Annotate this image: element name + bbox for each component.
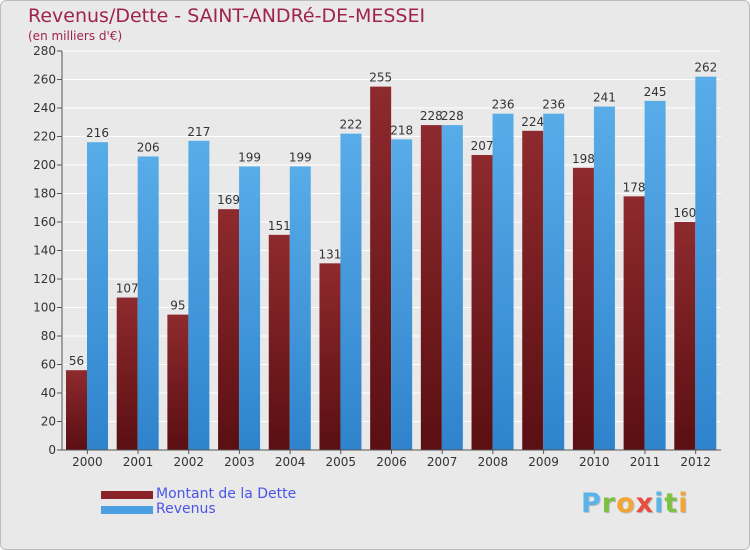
bar-dette — [218, 209, 240, 450]
bar-revenus — [289, 166, 311, 451]
data-label: 56 — [69, 354, 84, 368]
logo-letter: o — [616, 488, 636, 519]
logo-letter: r — [601, 488, 617, 519]
x-tick-label: 2004 — [275, 455, 306, 469]
data-label: 236 — [542, 98, 565, 112]
bar-revenus — [492, 113, 514, 450]
data-label: 255 — [369, 71, 392, 85]
data-label: 262 — [694, 61, 717, 75]
y-tick-label: 100 — [33, 301, 56, 315]
data-label: 169 — [217, 193, 240, 207]
y-tick-label: 60 — [41, 358, 56, 372]
bar-revenus — [695, 76, 717, 451]
data-label: 199 — [238, 150, 261, 164]
y-tick-label: 260 — [33, 73, 56, 87]
data-label: 222 — [340, 118, 363, 132]
y-tick-label: 280 — [33, 44, 56, 58]
logo-letter: t — [664, 488, 679, 519]
logo-letter: i — [678, 488, 689, 519]
data-label: 199 — [289, 150, 312, 164]
x-tick-label: 2000 — [72, 455, 103, 469]
bar-dette — [674, 222, 696, 450]
data-label: 151 — [268, 219, 291, 233]
y-tick-label: 40 — [41, 386, 56, 400]
bar-revenus — [239, 166, 261, 451]
bar-dette — [471, 155, 493, 450]
y-tick-label: 140 — [33, 244, 56, 258]
y-tick-label: 120 — [33, 272, 56, 286]
legend-label-revenus: Revenus — [156, 501, 216, 517]
x-tick-label: 2010 — [579, 455, 610, 469]
bar-revenus — [543, 113, 565, 450]
bar-revenus — [593, 106, 615, 450]
x-tick-label: 2012 — [680, 455, 711, 469]
bar-dette — [522, 130, 544, 451]
logo-letter: P — [581, 488, 602, 519]
y-tick-label: 220 — [33, 130, 56, 144]
bar-dette — [370, 86, 392, 450]
data-label: 198 — [572, 152, 595, 166]
y-tick-label: 200 — [33, 158, 56, 172]
bar-dette — [623, 196, 645, 450]
y-tick-label: 20 — [41, 415, 56, 429]
x-tick-label: 2005 — [326, 455, 357, 469]
data-label: 218 — [390, 123, 413, 137]
bar-revenus — [188, 140, 210, 450]
logo-letter: x — [635, 488, 655, 519]
data-label: 107 — [116, 282, 139, 296]
y-tick-label: 240 — [33, 101, 56, 115]
data-label: 178 — [623, 180, 646, 194]
data-label: 224 — [521, 115, 544, 129]
data-label: 216 — [86, 126, 109, 140]
data-label: 207 — [471, 139, 494, 153]
chart-subtitle: (en milliers d'€) — [28, 29, 123, 43]
data-label: 160 — [673, 206, 696, 220]
bar-revenus — [391, 139, 413, 450]
x-tick-label: 2007 — [427, 455, 458, 469]
x-tick-label: 2001 — [123, 455, 154, 469]
chart-title: Revenus/Dette - SAINT-ANDRé-DE-MESSEI — [28, 5, 426, 27]
data-label: 228 — [420, 109, 443, 123]
data-label: 236 — [492, 98, 515, 112]
legend-swatch-dette — [101, 491, 153, 499]
bar-dette — [268, 234, 290, 450]
bar-dette — [319, 263, 341, 450]
bar-revenus — [137, 156, 159, 450]
x-tick-label: 2009 — [528, 455, 559, 469]
y-tick-label: 0 — [48, 443, 56, 457]
x-tick-label: 2002 — [173, 455, 204, 469]
bar-dette — [116, 297, 138, 450]
data-label: 241 — [593, 91, 616, 105]
legend-swatch-revenus — [101, 506, 153, 514]
data-label: 245 — [644, 85, 667, 99]
y-tick-label: 180 — [33, 187, 56, 201]
bar-revenus — [644, 100, 666, 450]
y-tick-label: 160 — [33, 215, 56, 229]
x-tick-label: 2006 — [376, 455, 407, 469]
data-label: 228 — [441, 109, 464, 123]
data-label: 131 — [319, 247, 342, 261]
x-tick-label: 2008 — [478, 455, 509, 469]
x-tick-label: 2003 — [224, 455, 255, 469]
data-label: 206 — [137, 140, 160, 154]
data-label: 95 — [170, 299, 185, 313]
legend-label-dette: Montant de la Dette — [156, 486, 297, 502]
proxiti-logo: Proxiti — [581, 488, 689, 519]
data-label: 217 — [187, 125, 210, 139]
logo-letter: i — [654, 488, 665, 519]
bar-revenus — [87, 142, 108, 450]
bar-dette — [167, 314, 189, 450]
bar-dette — [420, 125, 442, 450]
x-tick-label: 2011 — [630, 455, 661, 469]
bar-revenus — [441, 125, 463, 450]
bar-dette — [572, 167, 594, 450]
bar-revenus — [340, 133, 362, 450]
bar-dette — [66, 370, 87, 450]
y-tick-label: 80 — [41, 329, 56, 343]
